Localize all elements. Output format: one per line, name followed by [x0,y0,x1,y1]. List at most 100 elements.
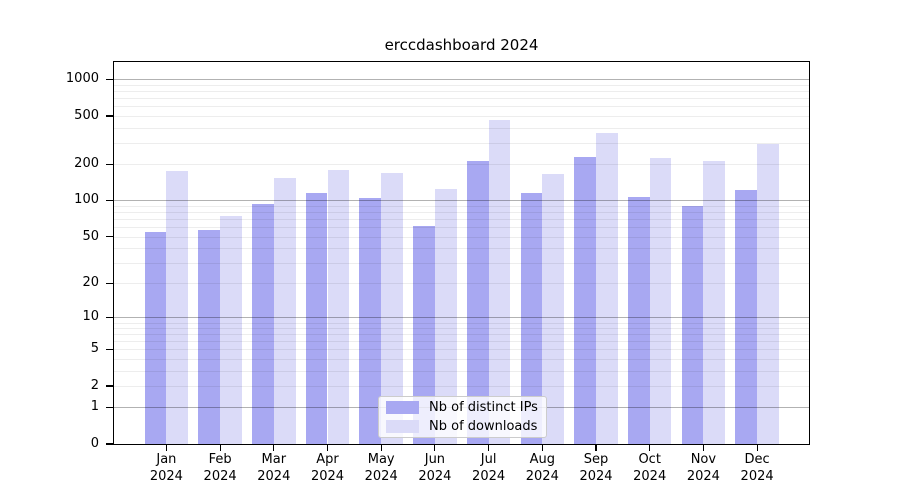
bar-downloads-apr [327,169,350,445]
gridline-800 [114,91,809,93]
x-tick-label-jul: Jul 2024 [459,452,519,485]
bar-downloads-may [381,172,403,445]
bar-distinct-ips-apr [305,192,328,445]
x-tick-sep [595,445,597,451]
bar-distinct-ips-oct [627,196,650,445]
chart-title: erccdashboard 2024 [384,36,539,54]
legend-item-downloads: Nb of downloads [379,418,546,436]
gridline-6 [114,341,809,343]
x-label-year: 2024 [579,468,613,484]
y-tick-2 [106,385,113,387]
y-tick-100 [106,199,113,202]
gridline-300 [114,142,809,144]
x-label-month: Jun [424,452,446,467]
gridline-700 [114,98,809,100]
bar-downloads-oct [649,157,672,445]
bar-distinct-ips-nov [681,205,704,445]
x-label-month: Jan [156,452,177,467]
y-tick-label-10: 10 [82,309,99,325]
bar-distinct-ips-jun [413,226,435,445]
bar-distinct-ips-jan [144,231,167,445]
x-label-year: 2024 [418,468,452,484]
gridline-400 [114,127,809,129]
legend-label-distinct-ips: Nb of distinct IPs [429,399,538,415]
gridline-8 [114,328,809,330]
bar-distinct-ips-mar [252,203,274,445]
bar-downloads-feb [220,216,242,445]
bar-downloads-nov [703,160,726,445]
x-label-month: Oct [638,452,661,467]
y-tick-label-1000: 1000 [65,71,99,87]
x-label-year: 2024 [257,468,291,484]
y-tick-200 [106,163,113,165]
bar-distinct-ips-jul [466,160,489,445]
legend-swatch-downloads [386,420,419,434]
x-label-year: 2024 [525,468,559,484]
x-tick-label-dec: Dec 2024 [727,452,787,485]
x-label-month: Nov [690,452,717,467]
x-tick-jan [165,445,167,451]
gridline-90 [114,205,809,207]
y-tick-label-20: 20 [82,275,99,291]
x-tick-label-nov: Nov 2024 [673,452,733,485]
gridline-5 [114,349,809,351]
x-tick-feb [219,445,221,451]
y-tick-0 [106,443,113,445]
x-tick-dec [756,445,758,451]
gridline-80 [114,212,809,214]
gridline-4 [114,359,809,361]
bar-downloads-jul [488,119,511,445]
gridline-20 [114,283,809,285]
bar-distinct-ips-feb [198,229,221,445]
gridline-3 [114,370,809,372]
y-tick-label-200: 200 [74,156,99,172]
legend: Nb of distinct IPs Nb of downloads [378,396,547,438]
bar-downloads-dec [757,143,779,445]
gridline-1000 [114,79,809,81]
gridline-600 [114,106,809,108]
bar-distinct-ips-sep [574,156,596,445]
y-tick-label-2: 2 [90,378,99,394]
y-tick-label-500: 500 [74,107,99,123]
bar-distinct-ips-aug [520,192,543,445]
x-tick-oct [649,445,651,451]
bar-distinct-ips-dec [735,190,758,445]
gridline-100 [114,200,809,202]
gridline-500 [114,115,809,117]
x-label-year: 2024 [310,468,345,484]
x-tick-label-jan: Jan 2024 [136,452,196,485]
x-tick-label-jun: Jun 2024 [405,452,465,485]
x-tick-jun [434,445,436,451]
gridline-70 [114,219,809,221]
legend-item-distinct-ips: Nb of distinct IPs [379,398,546,416]
x-label-month: Sep [583,452,609,467]
x-tick-label-apr: Apr 2024 [298,452,358,485]
x-tick-may [380,445,382,451]
gridline-50 [114,236,809,238]
x-tick-apr [326,445,329,451]
gridline-7 [114,334,809,336]
x-label-year: 2024 [149,468,183,484]
x-label-month: Apr [316,452,339,467]
y-tick-label-50: 50 [82,228,99,244]
bar-downloads-mar [273,178,296,445]
gridline-10 [114,317,809,319]
y-tick-10 [106,316,113,319]
x-label-month: Jul [480,452,497,467]
x-tick-jul [488,445,490,451]
y-tick-5 [106,348,113,351]
legend-label-downloads: Nb of downloads [429,419,538,435]
legend-swatch-distinct-ips [386,400,419,414]
x-tick-label-oct: Oct 2024 [620,452,680,485]
gridline-60 [114,227,809,229]
x-tick-nov [702,445,704,451]
y-tick-1 [106,406,113,408]
x-label-year: 2024 [740,468,774,484]
x-label-year: 2024 [203,468,237,484]
y-tick-1000 [106,78,113,81]
x-label-year: 2024 [686,468,720,484]
x-label-month: May [367,452,395,467]
